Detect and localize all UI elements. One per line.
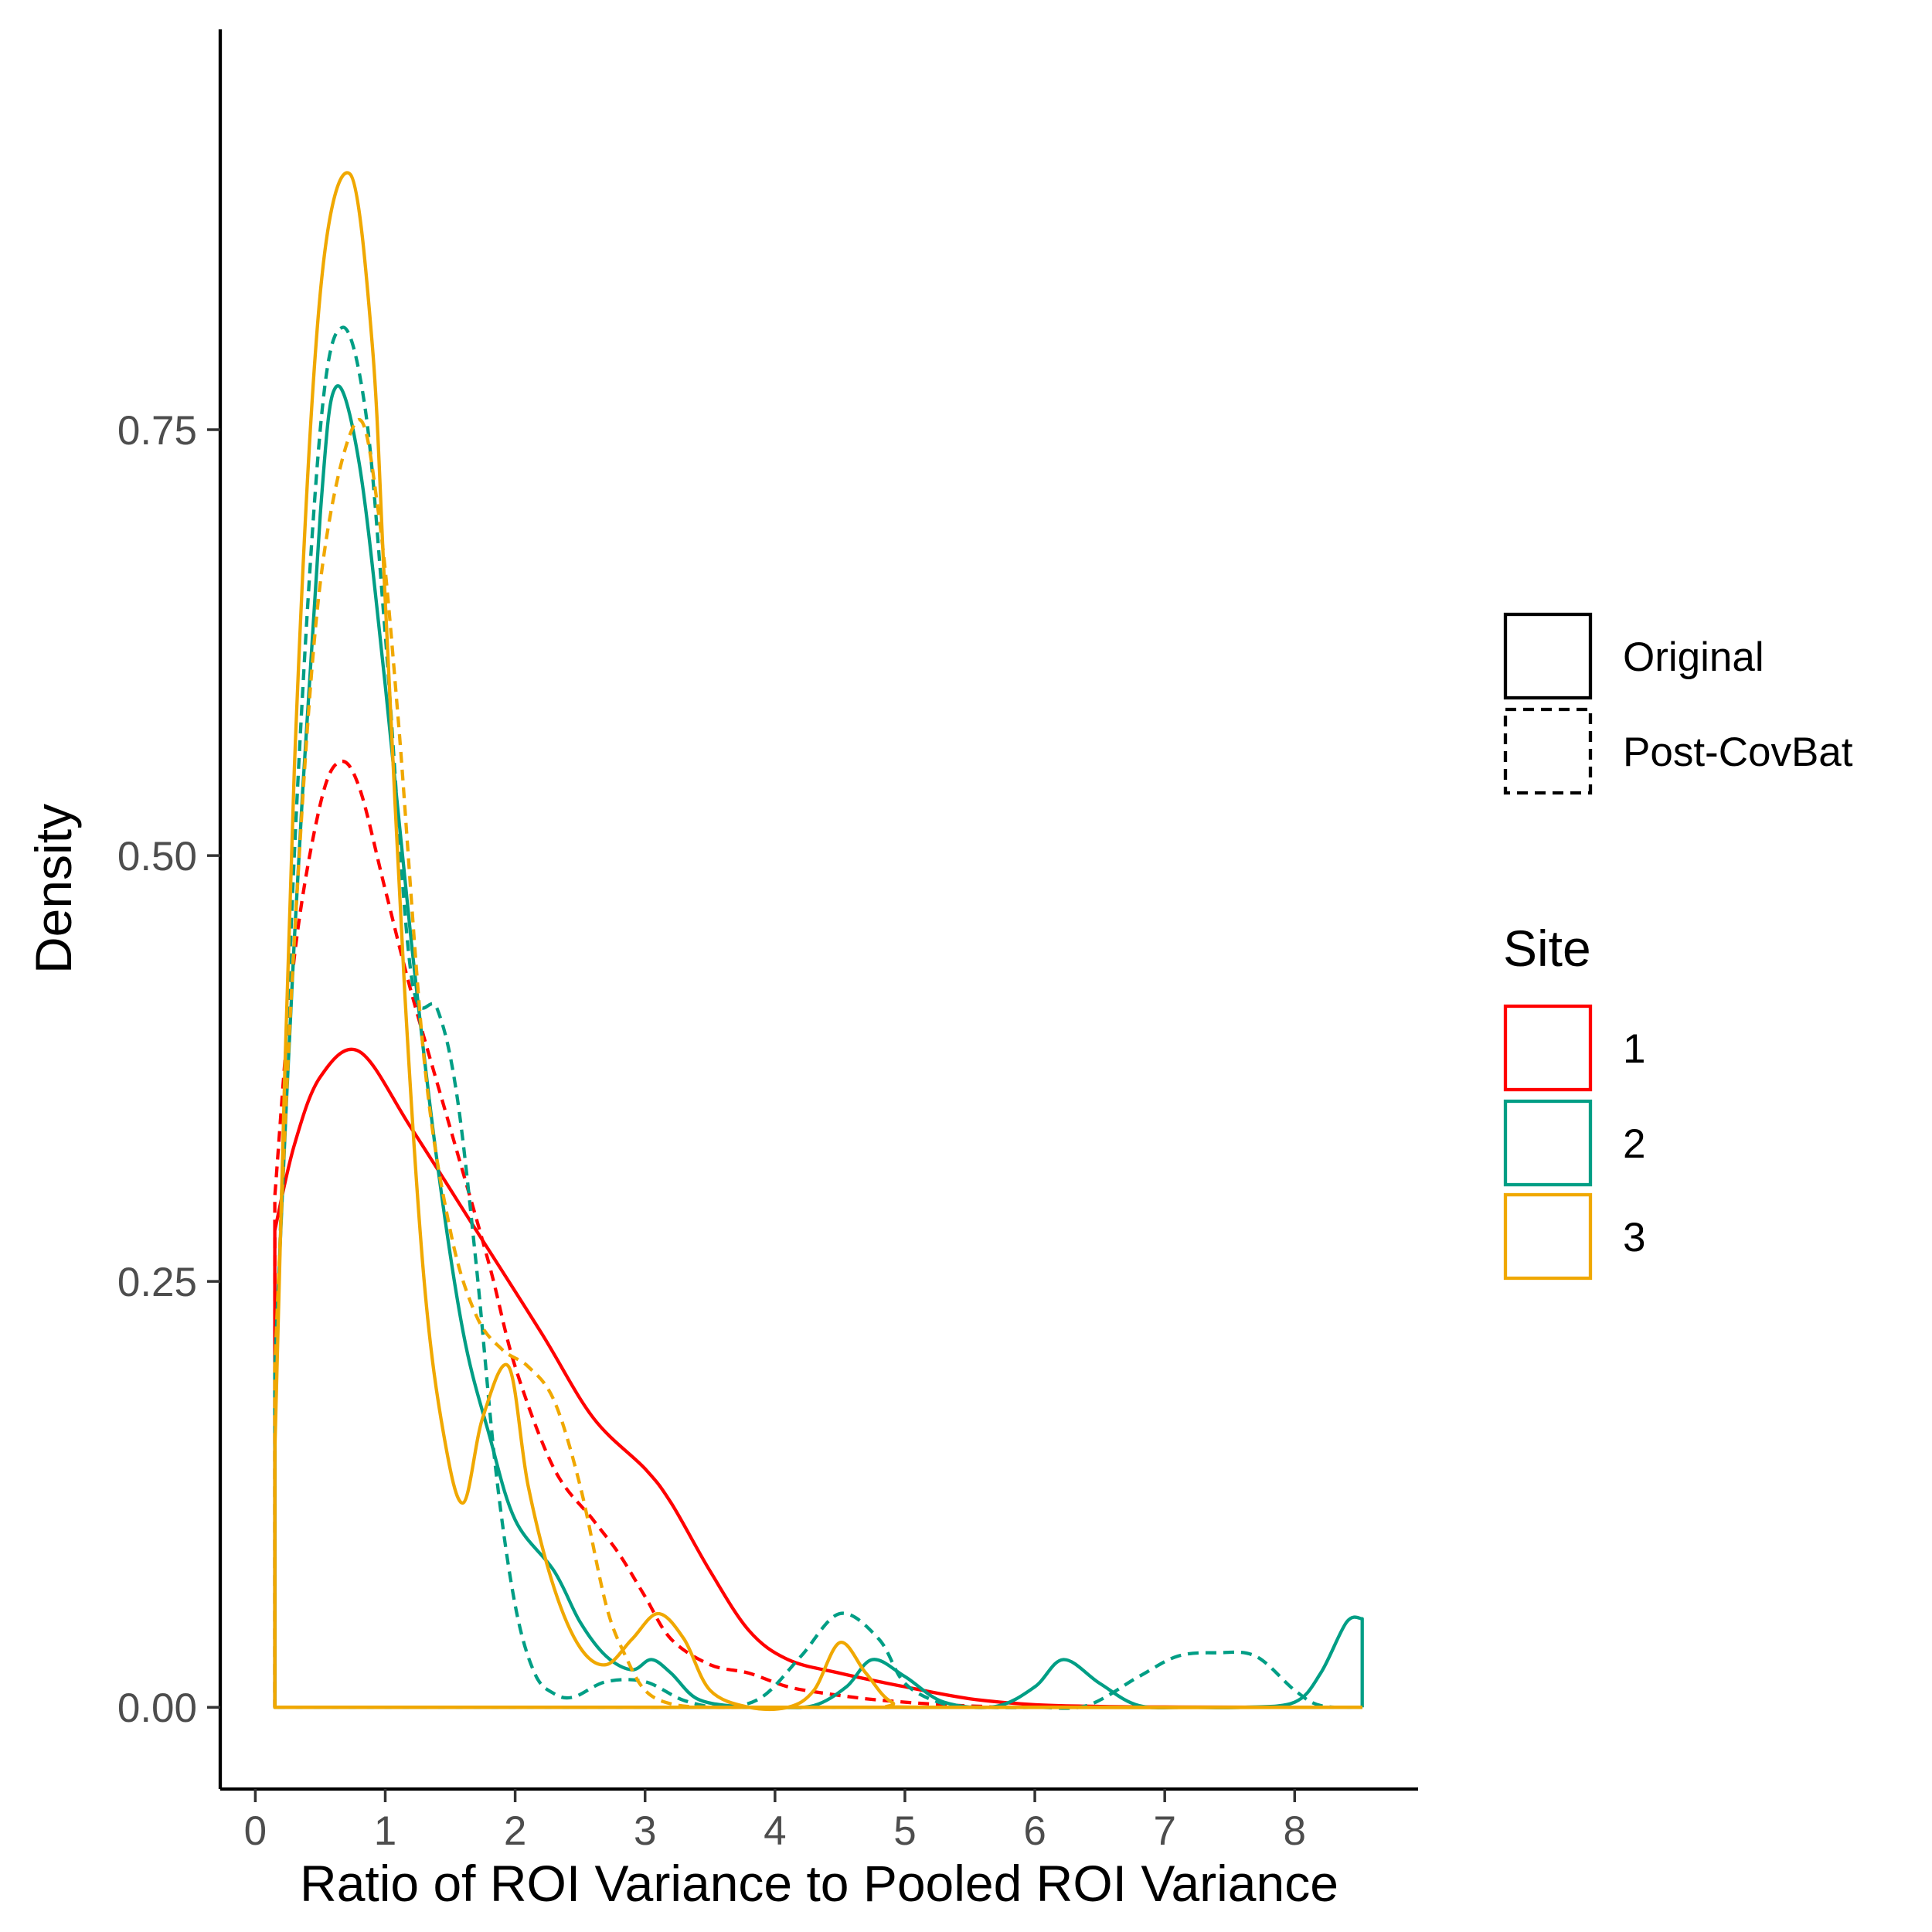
legend-key-site-2 [1503,1099,1593,1187]
x-tick-label: 8 [1284,1808,1306,1854]
density-curve-site-1-post-covbat [273,759,1362,1709]
x-axis-title: Ratio of ROI Variance to Pooled ROI Vari… [300,1855,1338,1912]
x-tick-label: 5 [893,1808,916,1854]
density-curve-site-1-original [273,1047,1362,1709]
legend-label-site-1: 1 [1623,1026,1645,1072]
y-axis: 0.00 0.25 0.50 0.75 [117,29,223,1789]
y-tick-label: 0.25 [117,1260,197,1305]
legend-key-site-1 [1503,1004,1593,1092]
legend-label-original: Original [1623,634,1764,680]
linetype-legend: Original Post-CovBat [1503,612,1853,795]
density-curve-site-2-original [273,384,1364,1710]
legend: Original Post-CovBat Site 1 2 3 [1503,612,1853,1281]
x-tick-label: 3 [634,1808,656,1854]
legend-key-original [1503,612,1593,700]
density-curve-site-3-original [273,171,1362,1712]
y-tick-label: 0.50 [117,834,197,879]
density-curve-site-3-post-covbat [273,417,1362,1709]
x-tick-label: 4 [764,1808,786,1854]
x-tick-label: 7 [1153,1808,1175,1854]
legend-label-site-2: 2 [1623,1121,1645,1167]
legend-key-site-3 [1503,1192,1593,1281]
color-legend: 1 2 3 [1503,1004,1645,1281]
legend-key-post-covbat [1503,707,1593,795]
color-legend-title: Site [1503,920,1591,977]
legend-label-site-3: 3 [1623,1215,1645,1260]
x-tick-label: 1 [374,1808,396,1854]
legend-label-post-covbat: Post-CovBat [1623,730,1853,775]
x-axis: 0 1 2 3 4 5 6 7 8 [220,1787,1418,1854]
y-tick-label: 0.75 [117,408,197,454]
x-tick-label: 2 [504,1808,526,1854]
x-tick-label: 0 [244,1808,267,1854]
x-tick-label: 6 [1023,1808,1046,1854]
density-curve-site-2-post-covbat [273,325,1362,1710]
y-axis-title: Density [25,804,82,974]
y-tick-label: 0.00 [117,1685,197,1731]
plot-area [273,171,1364,1712]
